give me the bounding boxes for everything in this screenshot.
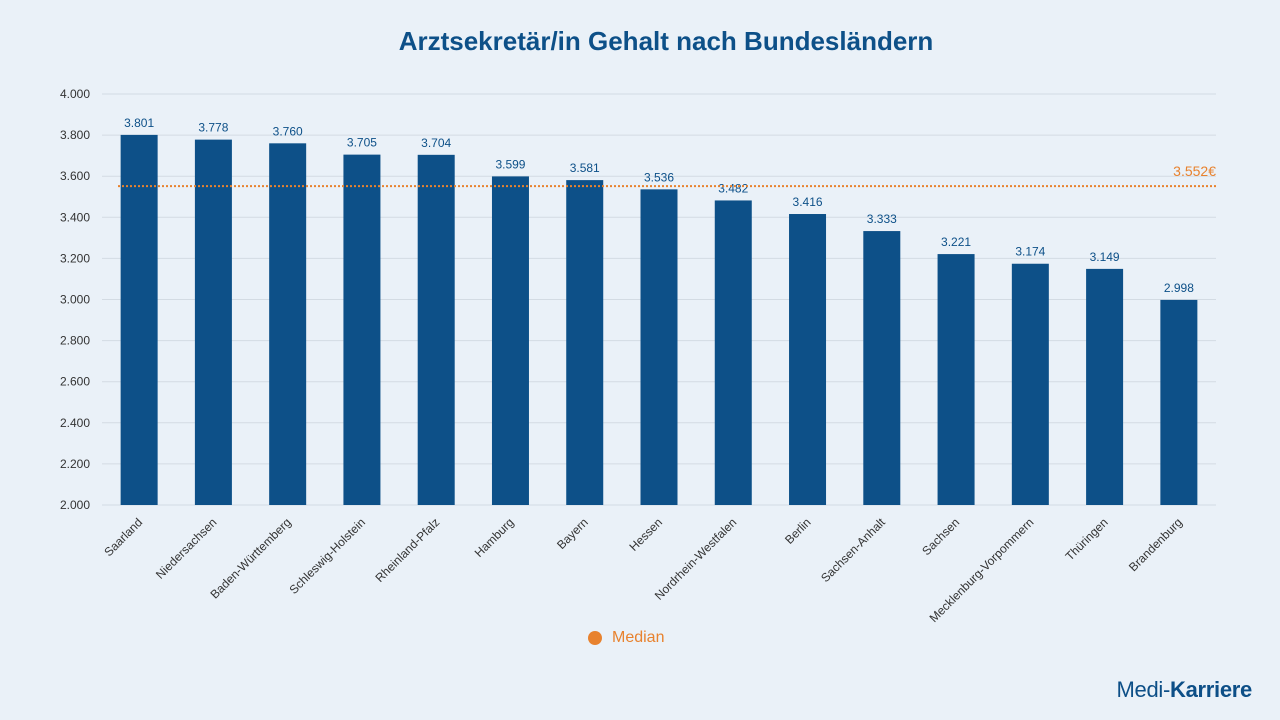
logo-part-medi: Medi- [1116,677,1170,702]
y-tick-label: 2.600 [60,375,90,389]
bar-value-label: 3.536 [644,170,674,184]
x-tick-label: Thüringen [1063,515,1111,563]
bar-value-label: 3.704 [421,136,451,150]
x-tick-label: Hamburg [472,515,517,560]
bar [863,231,901,506]
bar-value-label: 3.581 [570,161,600,175]
median-legend-marker [588,631,602,645]
bar [789,214,827,505]
median-legend-label: Median [612,629,665,646]
bar-value-label: 3.149 [1090,250,1120,264]
bar-value-label: 3.333 [867,212,897,226]
bar-value-label: 3.705 [347,136,377,150]
medi-karriere-logo: Medi-Karriere [1116,677,1252,703]
bar [417,154,455,505]
y-tick-label: 2.400 [60,416,90,430]
y-tick-label: 3.200 [60,251,90,265]
x-tick-label: Saarland [101,515,145,559]
median-label: 3.552€ [1173,163,1216,179]
bar [1086,268,1124,505]
bar-value-label: 3.221 [941,235,971,249]
legend: Median [588,629,664,647]
x-tick-label: Hessen [626,515,665,554]
bar-value-label: 3.778 [198,121,228,135]
bar [1160,299,1198,505]
x-tick-label: Berlin [782,515,814,547]
bar [566,180,604,506]
y-tick-label: 3.800 [60,128,90,142]
y-tick-label: 4.000 [60,87,90,101]
bar [194,139,232,505]
bar-value-label: 2.998 [1164,281,1194,295]
x-tick-label: Sachsen [919,515,962,558]
bar-value-label: 3.801 [124,116,154,130]
x-tick-label: Bayern [554,515,591,552]
bar [491,176,529,505]
bar-value-label: 3.482 [718,181,748,195]
bar-value-label: 3.599 [495,157,525,171]
x-tick-label: Schleswig-Holstein [286,515,368,597]
x-tick-label: Baden-Württemberg [207,515,293,601]
bar-value-label: 3.174 [1015,245,1045,259]
y-tick-label: 3.400 [60,210,90,224]
x-tick-label: Rheinland-Pfalz [373,515,443,585]
y-tick-label: 2.800 [60,334,90,348]
chart-title: Arztsekretär/in Gehalt nach Bundesländer… [398,26,934,56]
y-tick-label: 3.000 [60,293,90,307]
bar-value-label: 3.416 [793,195,823,209]
bar [714,200,752,505]
bar [120,134,158,505]
x-tick-label: Sachsen-Anhalt [818,515,888,585]
x-tick-label: Niedersachsen [153,515,220,582]
bar [343,154,381,505]
x-tick-label: Brandenburg [1126,515,1185,574]
x-tick-label: Nordrhein-Westfalen [652,515,740,603]
y-tick-label: 2.000 [60,498,90,512]
logo-part-karriere: Karriere [1170,677,1252,702]
bar [640,189,678,506]
bar-value-label: 3.760 [273,124,303,138]
y-tick-label: 3.600 [60,169,90,183]
bar [937,254,975,505]
bar [269,143,307,505]
y-tick-label: 2.200 [60,457,90,471]
bar [1011,263,1049,505]
